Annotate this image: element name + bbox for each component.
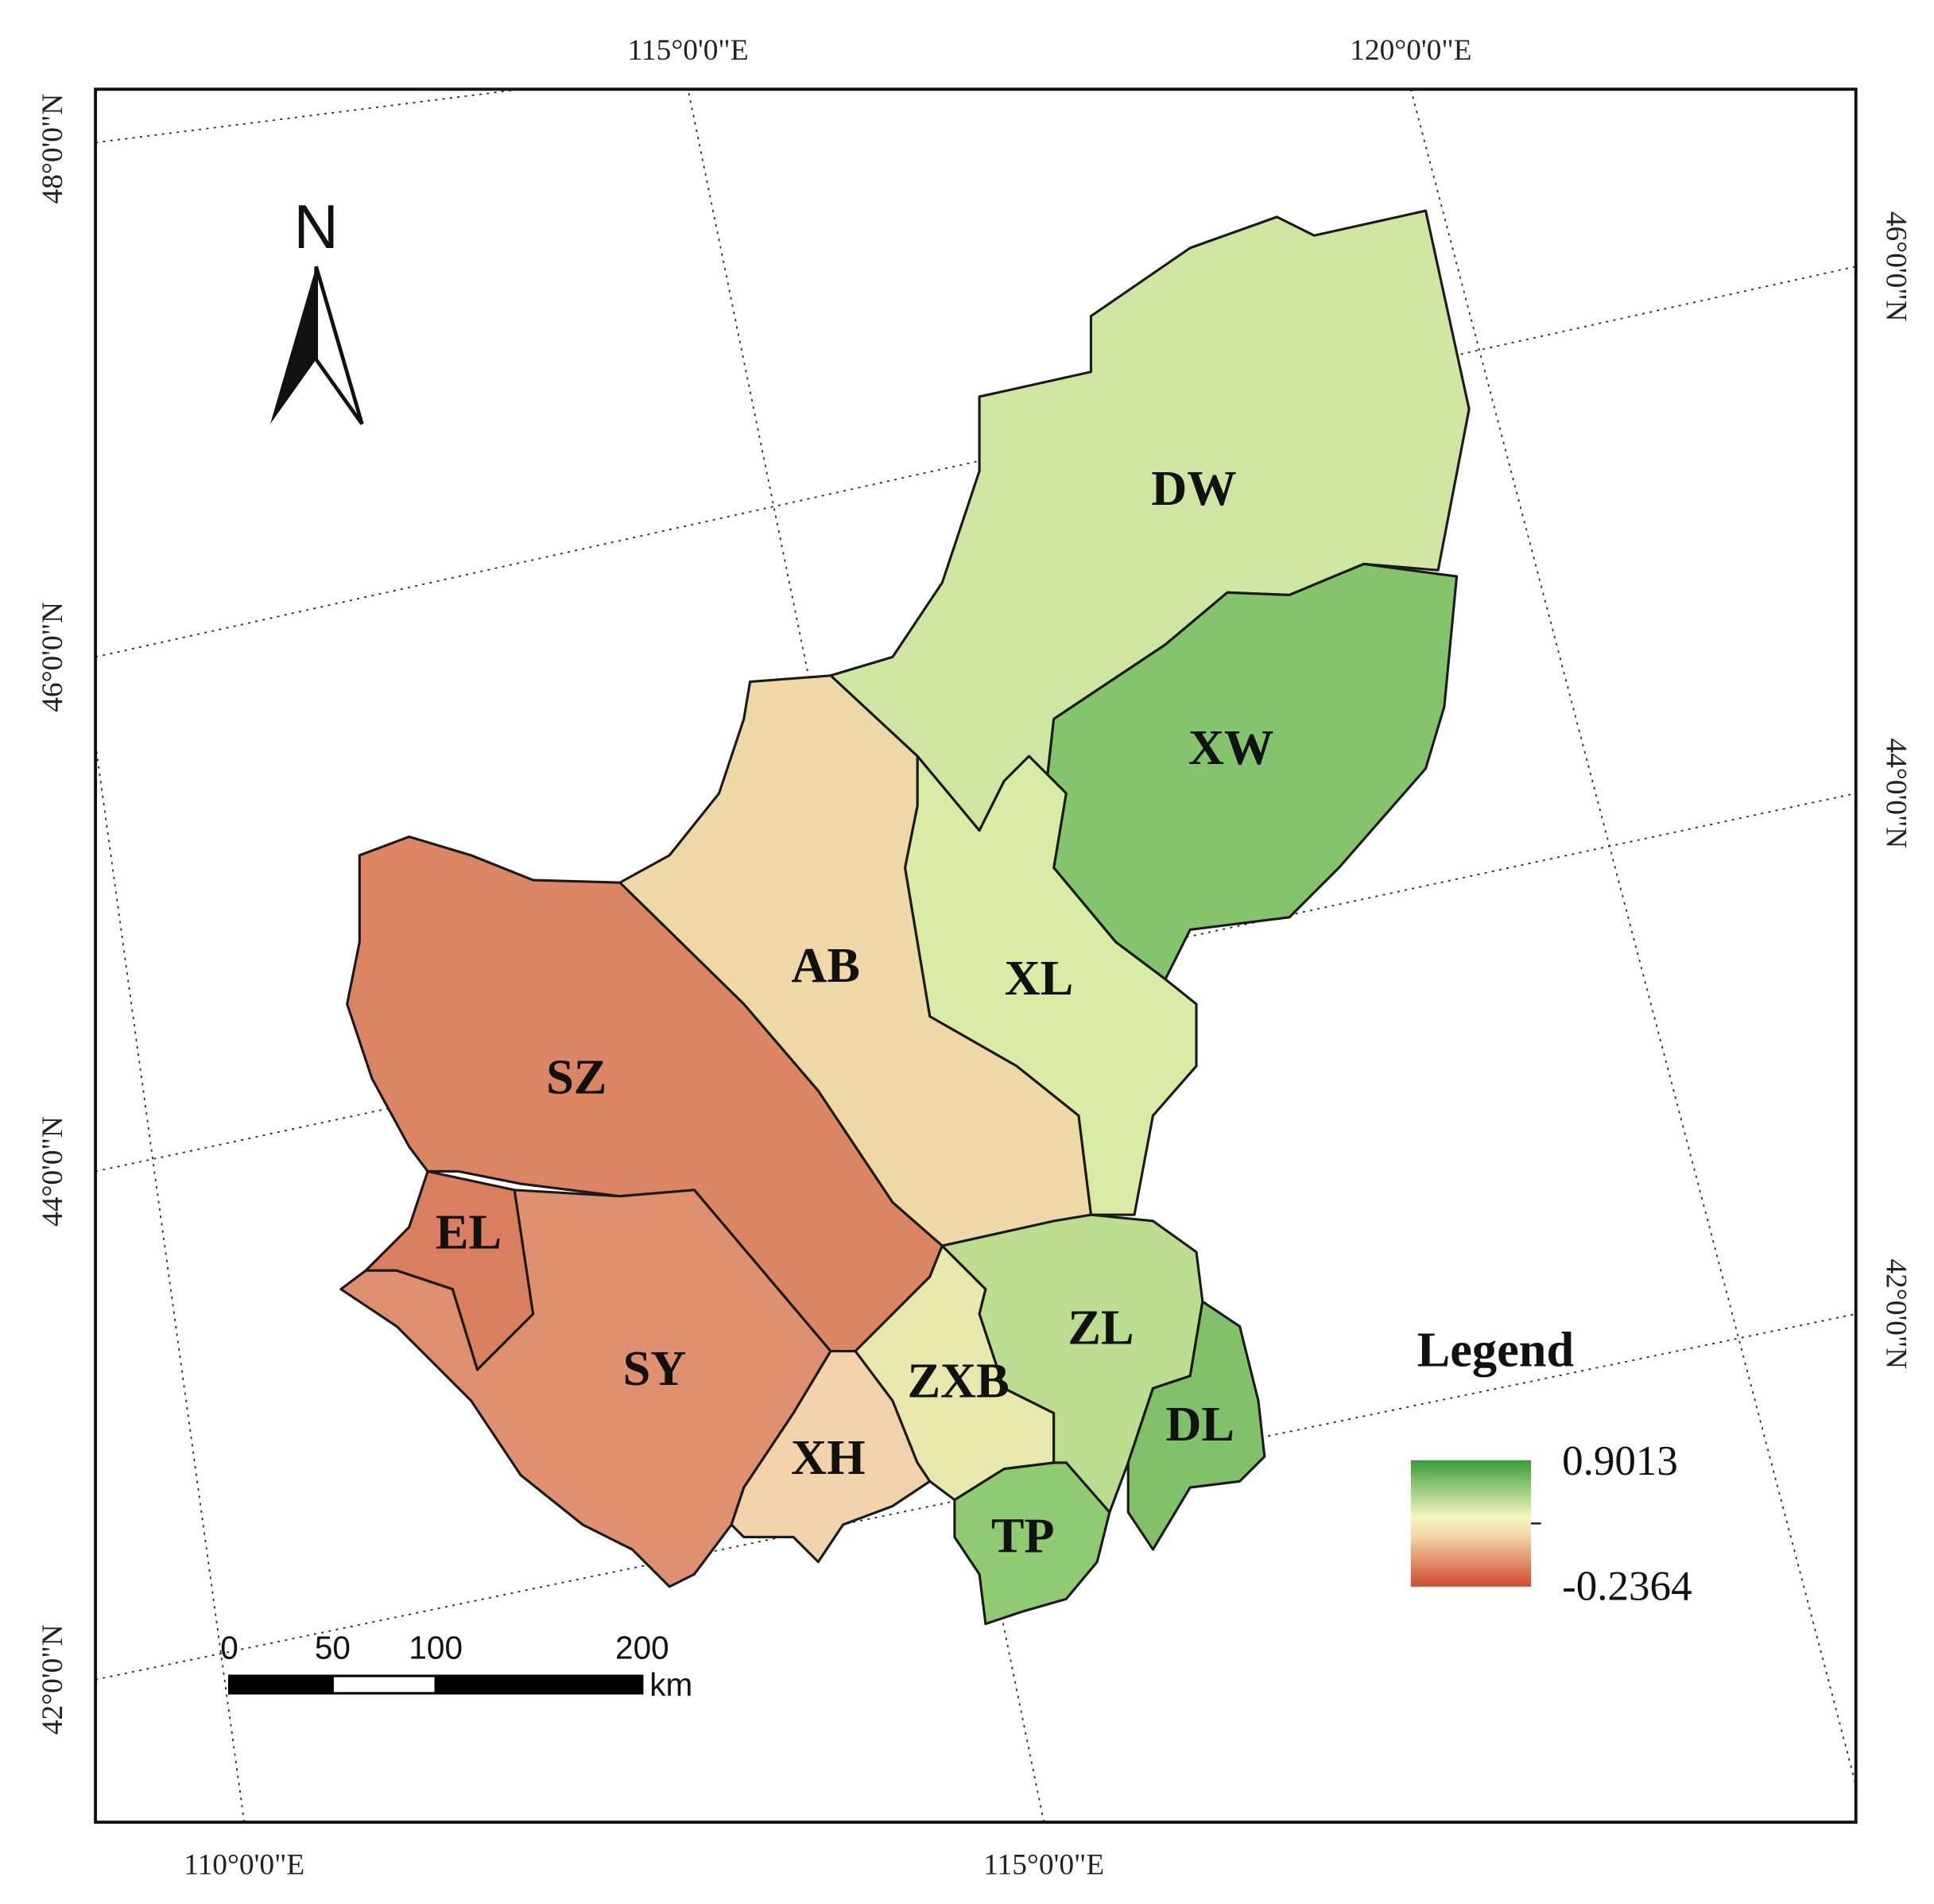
region-label: ZL	[1068, 1301, 1134, 1355]
graticule-label: 44°0'0"N	[37, 1116, 69, 1227]
region-label: XH	[791, 1430, 866, 1485]
legend-max: 0.9013	[1562, 1438, 1678, 1484]
region-label: EL	[436, 1204, 502, 1259]
region-label: ZXB	[907, 1354, 1009, 1409]
region-label: SZ	[546, 1050, 607, 1105]
graticule-label: 110°0'0"E	[184, 1849, 304, 1882]
legend-colorbar	[1410, 1460, 1532, 1587]
north-arrow-right	[314, 266, 364, 425]
graticule-label: 44°0'0"N	[1880, 739, 1913, 849]
graticule-line	[95, 266, 1856, 658]
scale-unit: km	[649, 1666, 692, 1703]
regions	[339, 209, 1471, 1626]
graticule-label: 42°0'0"N	[37, 1624, 69, 1735]
north-arrow-left	[269, 266, 316, 425]
graticule-label: 48°0'0"N	[37, 94, 69, 204]
graticule-label: 46°0'0"N	[1880, 211, 1913, 322]
graticule-label: 115°0'0"E	[628, 34, 749, 67]
graticule-line	[687, 89, 1045, 1823]
graticule-line	[1409, 89, 1857, 1786]
map-frame	[94, 87, 1858, 1825]
scale-label: 100	[409, 1629, 463, 1666]
graticule-line	[95, 743, 246, 1823]
region-label: XW	[1188, 720, 1273, 775]
region	[1126, 1300, 1266, 1551]
region-label: SY	[623, 1341, 687, 1396]
region	[1046, 562, 1459, 981]
region	[953, 1461, 1111, 1626]
north-label: N	[294, 192, 339, 262]
region-label: TP	[991, 1508, 1055, 1563]
graticule-label: 42°0'0"N	[1880, 1258, 1913, 1369]
graticule-label: 46°0'0"N	[37, 602, 69, 712]
graticule-line	[95, 88, 521, 144]
legend-title: Legend	[1417, 1322, 1575, 1377]
region-label: XL	[1005, 951, 1074, 1006]
region-label: DW	[1151, 461, 1236, 516]
scale-label: 50	[315, 1629, 351, 1666]
scale-segment	[227, 1674, 334, 1695]
scale-segment	[331, 1674, 437, 1695]
scale-label: 200	[615, 1629, 669, 1666]
graticule-label: 120°0'0"E	[1350, 34, 1471, 67]
scale-segment	[434, 1674, 644, 1695]
legend-min: -0.2364	[1562, 1564, 1692, 1610]
scale-label: 0	[220, 1629, 238, 1666]
north-arrow: N	[269, 192, 364, 425]
graticule-line	[95, 1313, 1856, 1681]
region-label: AB	[791, 938, 860, 993]
graticule-label: 115°0'0"E	[983, 1849, 1104, 1882]
region-label: DL	[1165, 1397, 1234, 1452]
